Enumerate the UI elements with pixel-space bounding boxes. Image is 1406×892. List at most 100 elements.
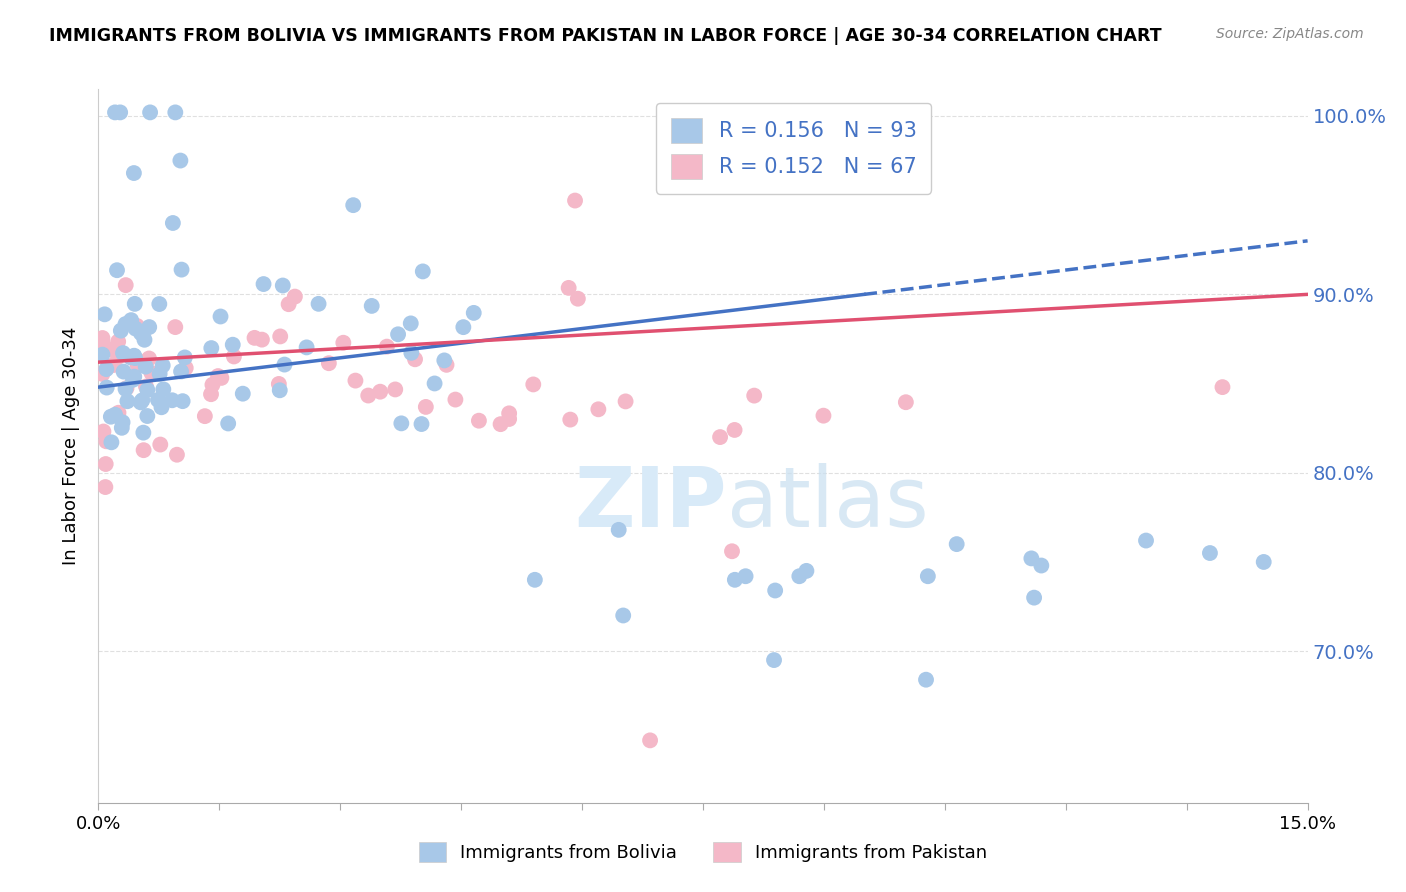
Point [724,573,747,587]
Point [742,389,765,403]
Point [141,366,163,380]
Point [149,367,172,381]
Point [522,377,544,392]
Point [894,395,917,409]
Point [148,297,170,311]
Point [209,371,232,385]
Point [96,380,118,394]
Point [107,406,129,420]
Point [217,417,239,431]
Point [267,376,290,391]
Point [124,351,146,365]
Point [1135,533,1157,548]
Legend: R = 0.156   N = 93, R = 0.152   N = 67: R = 0.156 N = 93, R = 0.152 N = 67 [657,103,931,194]
Point [135,359,157,374]
Point [96,434,118,449]
Text: Source: ZipAtlas.com: Source: ZipAtlas.com [1216,27,1364,41]
Point [412,264,434,278]
Point [763,653,786,667]
Point [91,348,114,362]
Point [111,421,134,435]
Point [132,425,155,440]
Point [415,400,437,414]
Point [93,307,115,321]
Point [114,278,136,293]
Point [103,358,125,372]
Point [433,353,456,368]
Point [222,350,245,364]
Point [250,333,273,347]
Point [269,384,291,398]
Point [444,392,467,407]
Point [129,326,152,341]
Point [152,382,174,396]
Point [124,321,146,335]
Point [94,480,117,494]
Point [207,369,229,384]
Point [169,153,191,168]
Point [498,406,520,420]
Point [165,105,187,120]
Point [915,673,938,687]
Point [120,313,142,327]
Point [523,573,546,587]
Point [96,362,118,376]
Point [709,430,731,444]
Point [1253,555,1275,569]
Point [614,394,637,409]
Point [404,352,426,367]
Point [194,409,217,424]
Point [607,523,630,537]
Point [138,351,160,366]
Point [200,387,222,401]
Point [91,331,114,345]
Point [384,383,406,397]
Point [152,359,174,373]
Point [125,318,148,333]
Point [387,327,409,342]
Point [796,564,818,578]
Point [136,409,159,423]
Point [498,412,520,426]
Point [112,365,135,379]
Point [411,417,433,431]
Point [489,417,512,432]
Point [721,544,744,558]
Point [134,333,156,347]
Point [1022,591,1045,605]
Point [127,358,149,372]
Point [112,346,135,360]
Point [295,340,318,354]
Point [107,334,129,349]
Point [564,194,586,208]
Point [117,394,139,409]
Point [375,340,398,354]
Point [945,537,967,551]
Point [150,401,173,415]
Point [332,335,354,350]
Point [243,331,266,345]
Point [122,369,145,384]
Point [170,364,193,378]
Point [139,105,162,120]
Point [344,374,367,388]
Point [468,414,491,428]
Point [567,292,589,306]
Point [269,329,291,343]
Point [1211,380,1233,394]
Point [115,381,138,395]
Point [284,290,307,304]
Point [128,354,150,368]
Point [122,350,145,364]
Point [93,425,115,439]
Point [638,733,661,747]
Point [174,361,197,376]
Point [124,297,146,311]
Text: atlas: atlas [727,463,929,543]
Point [368,384,391,399]
Point [122,373,145,387]
Point [172,394,194,409]
Point [252,277,274,291]
Point [160,393,183,408]
Point [308,297,330,311]
